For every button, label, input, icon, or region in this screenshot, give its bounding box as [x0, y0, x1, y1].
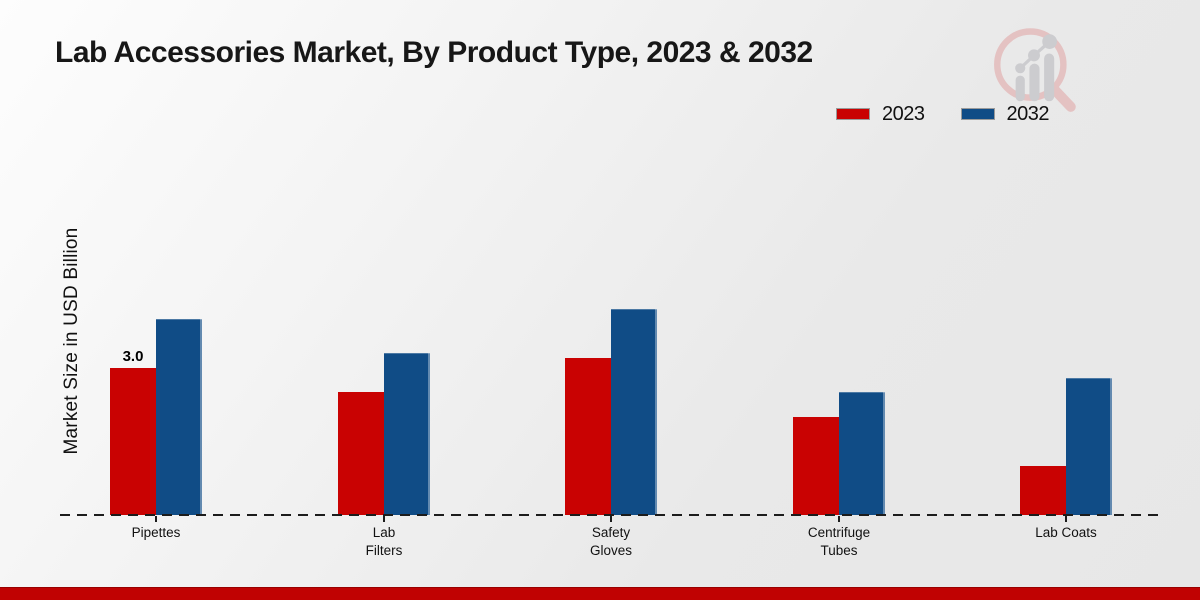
category-label-safety-gloves: Safety Gloves — [589, 525, 633, 558]
x-axis-tick-pipettes — [155, 516, 157, 522]
category-label-lab-coats: Lab Coats — [1035, 525, 1097, 540]
bar-2023-pipettes — [110, 368, 156, 515]
category-label-pipettes: Pipettes — [131, 525, 181, 540]
x-axis-tick-safety-gloves — [610, 516, 612, 522]
legend-label-2032: 2032 — [1006, 102, 1050, 125]
legend-swatch-2023 — [836, 108, 870, 120]
bar-2032-centrifuge-tubes — [839, 392, 885, 515]
category-label-lab-filters: Lab Filters — [365, 525, 403, 558]
chart-title: Lab Accessories Market, By Product Type,… — [55, 36, 813, 69]
bar-2032-pipettes — [156, 319, 202, 515]
legend-label-2023: 2023 — [882, 102, 925, 125]
bar-2032-safety-gloves — [611, 309, 657, 515]
bar-value-label-2023-pipettes: 3.0 — [122, 348, 144, 365]
bar-2023-centrifuge-tubes — [793, 417, 839, 515]
legend-item-2032: 2032 — [960, 102, 1050, 126]
x-axis-baseline — [60, 514, 1158, 516]
bar-2023-lab-filters — [338, 392, 384, 515]
legend-item-2023: 2023 — [836, 103, 925, 126]
x-axis-tick-centrifuge-tubes — [838, 516, 840, 522]
category-label-centrifuge-tubes: Centrifuge Tubes — [807, 525, 871, 558]
magnifier-barchart-logo-icon — [994, 28, 1076, 112]
bar-2023-safety-gloves — [565, 358, 611, 515]
legend: 2023 2032 — [836, 101, 1049, 127]
x-axis-tick-lab-filters — [383, 516, 385, 522]
footer-accent-bar — [0, 587, 1200, 600]
bar-2032-lab-filters — [384, 353, 430, 515]
x-axis-tick-lab-coats — [1065, 516, 1067, 522]
bar-2032-lab-coats — [1066, 378, 1112, 515]
bar-2023-lab-coats — [1020, 466, 1066, 515]
legend-swatch-2032 — [960, 108, 995, 120]
